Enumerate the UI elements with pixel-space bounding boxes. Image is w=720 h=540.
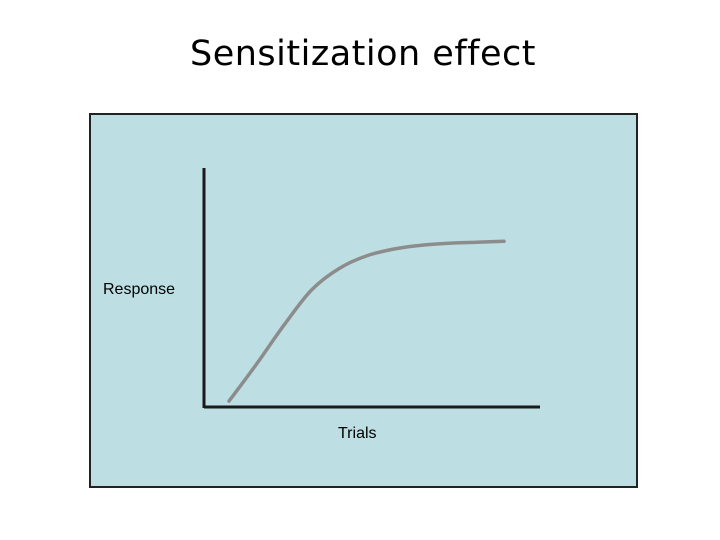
x-axis-label: Trials [338, 425, 377, 442]
y-axis-label: Response [103, 281, 175, 298]
series-line [227, 239, 506, 403]
chart-panel [89, 113, 638, 488]
chart-title: Sensitization effect [189, 34, 536, 74]
